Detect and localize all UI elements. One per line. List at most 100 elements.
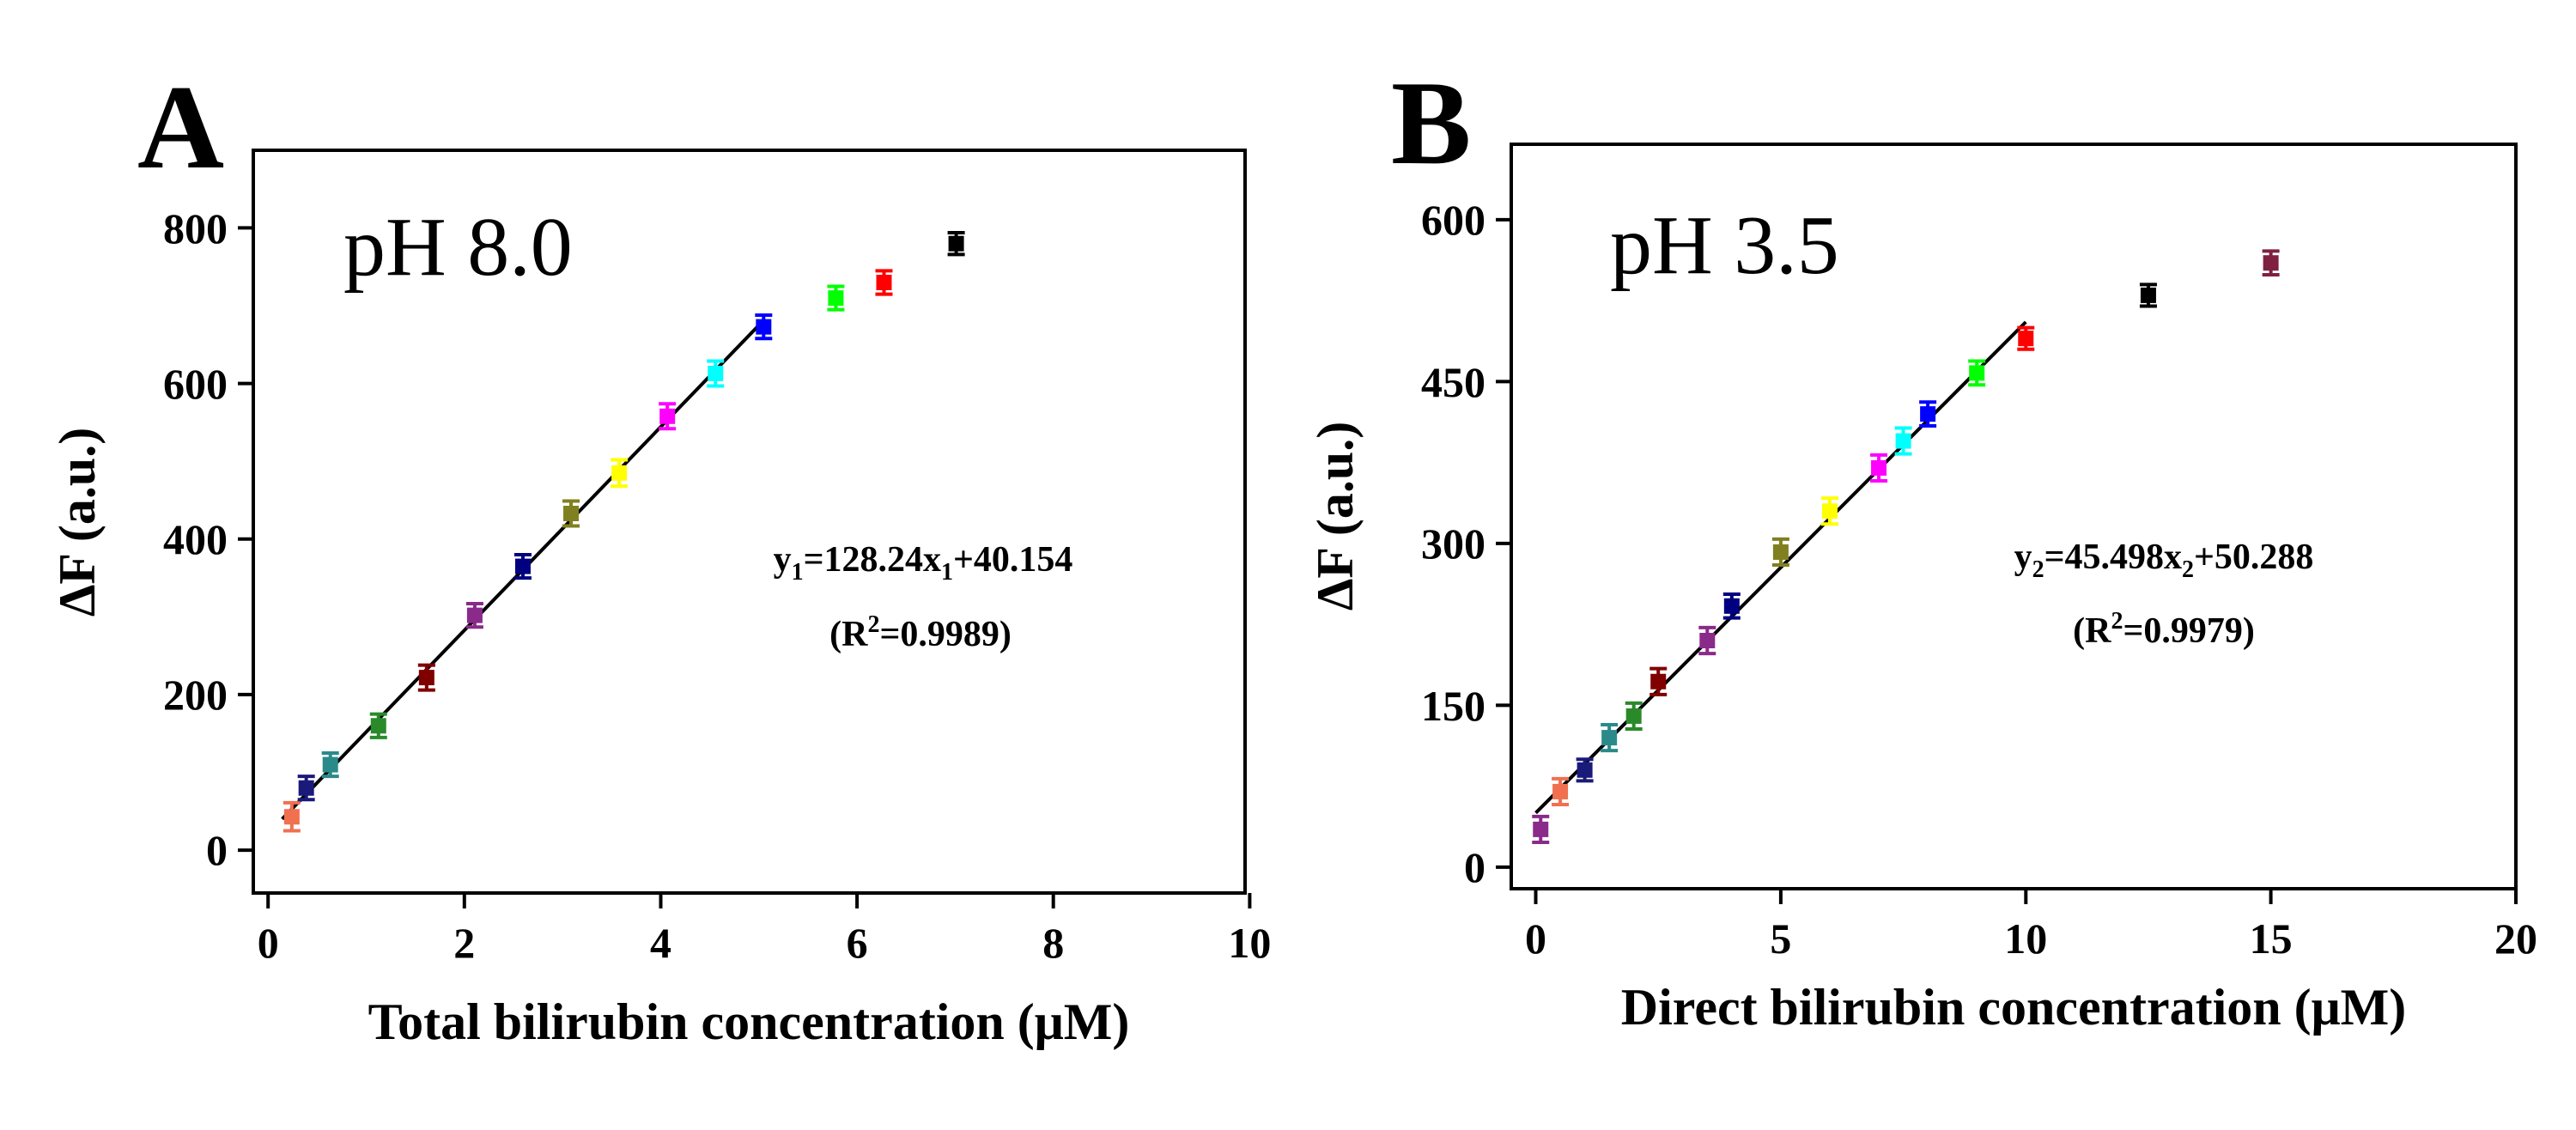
data-marker [1650,673,1667,690]
panel-a-y-tick-600: 600 [163,360,253,408]
data-marker [514,558,531,574]
panel-a-y-tick-200: 200 [163,671,253,719]
panel-a-x-tick-label: 0 [258,919,279,967]
panel-a-letter: A [137,61,224,194]
panel-a-data-point-4 [417,663,435,692]
data-marker [2140,287,2156,303]
panel-b-y-tick-label: 600 [1421,196,1485,244]
panel-b-data-point-14 [2017,325,2035,351]
panel-a-data-point-10 [707,359,725,388]
panel-b-y-tick-label: 0 [1464,843,1485,891]
panel-b-y-tick-600: 600 [1421,196,1511,244]
data-marker [1821,503,1838,519]
panel-b: B pH 3.5 0 150 300 450 600 [1307,57,2537,1036]
panel-b-x-tick-label: 10 [2004,914,2047,963]
data-marker [1699,633,1716,648]
panel-b-y-tick-label: 150 [1421,682,1485,730]
data-marker [611,465,628,481]
panel-a-x-axis-title: Total bilirubin concentration (μM) [368,993,1130,1050]
panel-b-data-point-5 [1649,666,1668,696]
panel-a-data-point-1 [297,775,315,802]
data-marker [1895,433,1911,449]
panel-a-plot-frame [252,149,1247,895]
data-marker [708,365,724,381]
panel-b-data-point-0 [1532,814,1550,844]
panel-b-data-point-4 [1625,701,1643,732]
panel-b-x-tick-label: 0 [1525,914,1546,963]
panel-a-data-point-3 [369,712,387,739]
panel-a-data-point-11 [755,313,773,341]
panel-a-x-tick-label: 6 [847,919,868,967]
panel-a-data-point-2 [321,750,339,779]
data-marker [298,780,314,796]
panel-b-x-tick-0: 0 [1525,889,1546,963]
panel-a-x-tick-label: 2 [453,919,475,967]
panel-a-data-point-0 [283,800,301,833]
panel-a-y-axis: 0 200 400 600 800 [163,204,253,874]
data-marker [283,809,300,825]
data-marker [322,756,338,773]
data-marker [1533,821,1549,837]
data-marker [2263,255,2279,271]
panel-b-y-axis: 0 150 300 450 600 [1421,196,1511,891]
panel-b-fit-equation: y2=45.498x2+50.288 [2014,538,2314,583]
panel-a-data-point-12 [827,284,845,312]
panel-a-r-squared: (R2=0.9989) [829,611,1012,654]
panel-b-plot-frame [1510,143,2518,890]
data-marker [2018,331,2034,347]
panel-b-x-tick-10: 10 [2004,889,2047,963]
data-marker [1625,708,1642,724]
panel-b-fit-line [1534,320,2027,815]
panel-a-y-tick-label: 600 [163,360,228,408]
panel-b-fit-equation-group: y2=45.498x2+50.288 (R2=0.9979) [2014,538,2314,651]
panel-b-x-tick-15: 15 [2250,889,2293,963]
panel-b-y-tick-0: 0 [1464,843,1511,891]
panel-a-y-tick-label: 400 [163,515,228,563]
data-marker [563,505,580,521]
panel-b-x-tick-label: 5 [1770,914,1791,963]
panel-b-y-tick-label: 450 [1421,358,1485,406]
data-marker [659,408,676,424]
panel-a-x-tick-label: 8 [1042,919,1064,967]
panel-a-data-point-14 [947,231,965,257]
data-marker [1723,598,1740,614]
panel-b-data-point-2 [1576,757,1594,783]
data-marker [370,718,386,734]
panel-a-data-point-7 [562,499,580,528]
panel-a-data-point-9 [659,402,677,431]
panel-a-y-axis-title: ΔF (a.u.) [49,428,106,617]
data-marker [948,235,964,252]
panel-b-x-tick-label: 15 [2250,914,2293,963]
panel-b-data-point-1 [1552,776,1570,806]
data-marker [466,607,483,623]
panel-b-y-axis-title: ΔF (a.u.) [1307,422,1364,611]
panel-a-ph-label: pH 8.0 [343,201,573,294]
data-marker [1969,365,1985,381]
panel-a-x-tick-label: 4 [650,919,671,967]
panel-b-data-point-16 [2262,249,2280,277]
panel-a-x-tick-0: 0 [258,893,279,967]
panel-b-x-axis: 0 5 10 15 20 [1525,889,2537,963]
panel-a-x-tick-6: 6 [847,893,868,967]
panel-b-x-tick-label: 20 [2494,914,2537,963]
panel-b-series [1532,249,2280,844]
panel-b-x-tick-20: 20 [2494,889,2537,963]
panel-b-ph-label: pH 3.5 [1610,199,1839,292]
data-marker [418,670,434,686]
panel-b-y-tick-450: 450 [1421,358,1511,406]
data-marker [828,290,844,307]
panel-b-y-tick-label: 300 [1421,519,1485,568]
panel-a-fit-equation: y1=128.24x1+40.154 [774,540,1073,586]
panel-a-x-tick-10: 10 [1228,893,1271,967]
panel-a-y-tick-label: 0 [206,826,228,874]
panel-b-data-point-13 [1968,359,1986,387]
panel-a-fit-equation-group: y1=128.24x1+40.154 (R2=0.9989) [774,540,1073,654]
panel-b-y-tick-300: 300 [1421,519,1511,568]
panel-b-data-point-9 [1820,496,1838,526]
panel-b-data-point-8 [1771,537,1789,568]
panel-b-r-squared: (R2=0.9979) [2073,608,2255,651]
panel-a-data-point-6 [513,552,532,580]
panel-b-data-point-3 [1601,723,1619,753]
panel-a-y-tick-400: 400 [163,515,253,563]
